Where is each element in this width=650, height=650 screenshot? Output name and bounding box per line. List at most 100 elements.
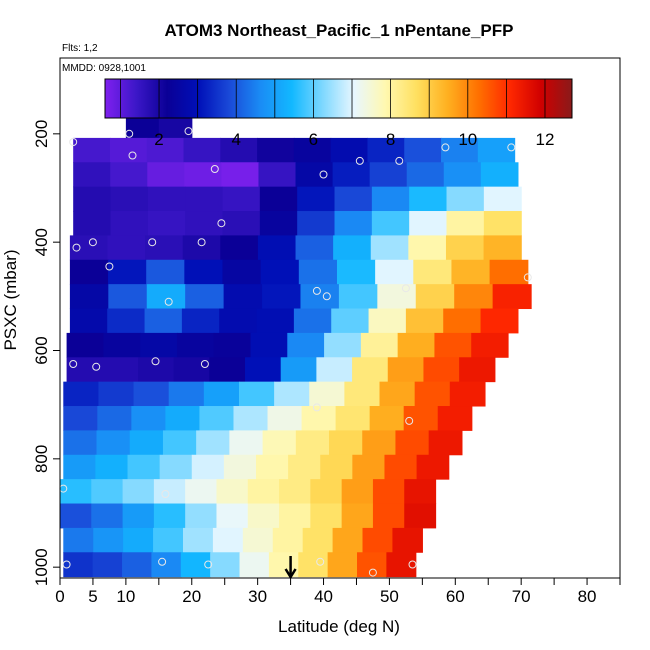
heatmap-cell bbox=[405, 308, 444, 334]
heatmap-cell bbox=[272, 527, 304, 553]
heatmap-cell bbox=[274, 381, 310, 407]
heatmap-cell bbox=[316, 357, 353, 383]
heatmap-cell bbox=[219, 308, 258, 334]
heatmap-cell bbox=[151, 552, 182, 578]
heatmap-cell bbox=[222, 259, 262, 285]
heatmap-cell bbox=[238, 381, 275, 407]
sample-marker bbox=[200, 360, 209, 368]
heatmap-cell bbox=[483, 235, 522, 261]
chart-title: ATOM3 Northeast_Pacific_1 nPentane_PFP bbox=[165, 21, 514, 40]
heatmap-cell bbox=[108, 284, 148, 310]
heatmap-cell bbox=[341, 503, 374, 529]
sample-marker bbox=[88, 238, 97, 247]
heatmap-cell bbox=[338, 284, 378, 310]
flights-label: Flts: 1,2 bbox=[62, 43, 98, 54]
heatmap-cell bbox=[199, 406, 235, 431]
heatmap-cell bbox=[397, 332, 436, 358]
heatmap-cell bbox=[368, 308, 407, 334]
heatmap-cell bbox=[344, 381, 381, 407]
y-tick-label: 200 bbox=[32, 120, 51, 148]
marker-head bbox=[284, 568, 297, 580]
sample-marker bbox=[125, 129, 134, 138]
colorbar-gradient bbox=[104, 78, 573, 119]
colorbar-tick-label: 8 bbox=[386, 130, 395, 149]
heatmap-cell bbox=[403, 406, 439, 431]
heatmap-cell bbox=[446, 211, 485, 236]
heatmap-cell bbox=[110, 186, 149, 212]
sample-marker bbox=[105, 262, 114, 271]
heatmap-cell bbox=[377, 284, 417, 310]
heatmap-cell bbox=[162, 430, 197, 456]
heatmap-cell bbox=[370, 235, 409, 261]
heatmap-cell bbox=[332, 527, 364, 553]
sample-marker bbox=[164, 297, 173, 306]
heatmap-cell bbox=[233, 406, 269, 431]
heatmap-cell bbox=[146, 137, 185, 163]
y-axis-label: PSXC (mbar) bbox=[1, 249, 20, 350]
heatmap-cell bbox=[220, 137, 258, 163]
heatmap-cell bbox=[310, 503, 343, 529]
sample-marker bbox=[197, 238, 206, 247]
heatmap-cell bbox=[107, 308, 146, 334]
heatmap-cell bbox=[185, 186, 224, 212]
heatmap-cell bbox=[302, 527, 334, 553]
axes: 0 5 10 20 30 40 50 60 70 80 200 400 600 800 1000 bbox=[32, 120, 621, 606]
sample-marker bbox=[69, 360, 78, 368]
heatmap-cell bbox=[483, 211, 522, 236]
heatmap-cell bbox=[357, 552, 387, 578]
heatmap-cell bbox=[63, 454, 97, 480]
heatmap-cell bbox=[471, 332, 509, 358]
heatmap-cell bbox=[91, 479, 124, 505]
heatmap-cell bbox=[185, 284, 225, 310]
heatmap-cell bbox=[95, 454, 129, 480]
colorbar-tick-label: 4 bbox=[231, 130, 240, 149]
x-tick-label: 5 bbox=[88, 587, 97, 606]
heatmap-cell bbox=[98, 381, 135, 407]
heatmap-cell bbox=[223, 454, 257, 480]
heatmap-cell bbox=[384, 454, 418, 480]
heatmap-cell bbox=[107, 235, 146, 261]
heatmap-cells bbox=[60, 113, 532, 578]
x-tick-label: 80 bbox=[578, 587, 597, 606]
heatmap-cell bbox=[222, 211, 261, 236]
sample-marker bbox=[217, 219, 226, 228]
dates-label: MMDD: 0928,1001 bbox=[62, 63, 146, 74]
heatmap-cell bbox=[203, 381, 240, 407]
sample-marker bbox=[148, 238, 157, 247]
heatmap-cell bbox=[309, 381, 345, 407]
heatmap-cell bbox=[362, 430, 397, 456]
heatmap-cell bbox=[324, 332, 362, 358]
heatmap-cell bbox=[392, 527, 423, 553]
heatmap-cell bbox=[409, 211, 448, 236]
sample-marker bbox=[355, 156, 364, 165]
heatmap-cell bbox=[446, 186, 485, 212]
heatmap-cell bbox=[256, 308, 295, 334]
heatmap-cell bbox=[404, 503, 437, 529]
heatmap-cell bbox=[133, 381, 170, 407]
heatmap-cell bbox=[153, 503, 186, 529]
sample-marker bbox=[128, 151, 137, 160]
y-tick-label: 1000 bbox=[32, 548, 51, 586]
heatmap-cell bbox=[371, 211, 410, 236]
sample-marker bbox=[151, 357, 160, 366]
heatmap-cell bbox=[66, 332, 104, 358]
heatmap-cell bbox=[371, 186, 410, 212]
sample-marker bbox=[158, 557, 167, 566]
sample-marker bbox=[69, 138, 78, 146]
heatmap-cell bbox=[395, 430, 430, 456]
heatmap-cell bbox=[259, 186, 298, 212]
heatmap-cell bbox=[279, 503, 311, 529]
heatmap-cell bbox=[92, 552, 123, 578]
heatmap-cell bbox=[122, 552, 153, 578]
heatmap-cell bbox=[445, 235, 485, 261]
heatmap-cell bbox=[146, 284, 186, 310]
heatmap-cell bbox=[327, 552, 358, 578]
heatmap-cell bbox=[63, 552, 94, 578]
heatmap-cell bbox=[437, 406, 473, 431]
heatmap-cell bbox=[293, 137, 332, 163]
heatmap-cell bbox=[258, 162, 297, 188]
heatmap-cell bbox=[434, 332, 472, 358]
heatmap-cell bbox=[73, 186, 112, 212]
heatmap-cell bbox=[212, 527, 244, 553]
x-tick-label: 50 bbox=[380, 587, 399, 606]
